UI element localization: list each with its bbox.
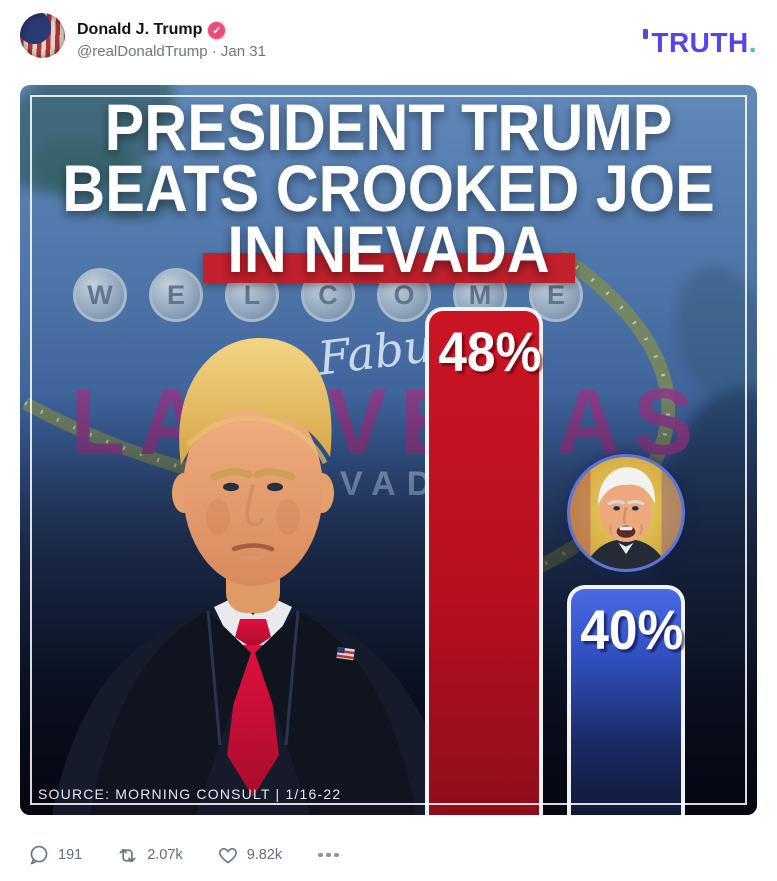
truth-logo-flag-icon: [643, 29, 649, 39]
reply-count: 191: [58, 847, 83, 863]
handle-and-date[interactable]: @realDonaldTrump · Jan 31: [77, 43, 266, 60]
retruth-count: 2.07k: [147, 847, 183, 863]
headline: PRESIDENT TRUMP BEATS CROOKED JOE IN NEV…: [57, 90, 720, 286]
headline-underline: [203, 253, 575, 283]
source-attribution: SOURCE: MORNING CONSULT | 1/16-22: [38, 786, 342, 802]
avatar[interactable]: [20, 13, 65, 58]
more-button[interactable]: [316, 847, 341, 864]
headline-line-1: PRESIDENT TRUMP: [104, 90, 673, 164]
trump-bar: 48%: [425, 307, 543, 815]
verified-badge-icon: ✓: [208, 21, 226, 39]
retruth-button[interactable]: 2.07k: [116, 844, 183, 867]
truth-logo-dot: .: [748, 27, 757, 58]
reply-icon: [30, 845, 48, 865]
truth-logo-text: TRUTH: [651, 27, 749, 58]
headline-line-2: BEATS CROOKED JOE: [62, 151, 715, 225]
truth-logo[interactable]: TRUTH .: [643, 27, 757, 59]
like-button[interactable]: 9.82k: [217, 844, 282, 866]
biden-photo: [567, 454, 685, 572]
heart-icon: [218, 847, 237, 864]
reply-button[interactable]: 191: [28, 844, 82, 866]
post-media-graphic[interactable]: W E L C O M E TO Fabulous LAS VEGAS VADA…: [20, 85, 757, 815]
trump-bar-value: 48%: [438, 320, 542, 383]
display-name[interactable]: Donald J. Trump: [77, 21, 203, 38]
headline-line-3: IN NEVADA: [227, 212, 550, 286]
biden-bar: 40%: [567, 585, 685, 815]
trump-photo: [52, 337, 454, 815]
action-bar: 191 2.07k 9.82k: [0, 833, 777, 877]
more-dots-icon: [316, 847, 341, 864]
retruth-icon: [119, 848, 136, 862]
biden-bar-value: 40%: [580, 598, 684, 661]
like-count: 9.82k: [246, 847, 283, 863]
